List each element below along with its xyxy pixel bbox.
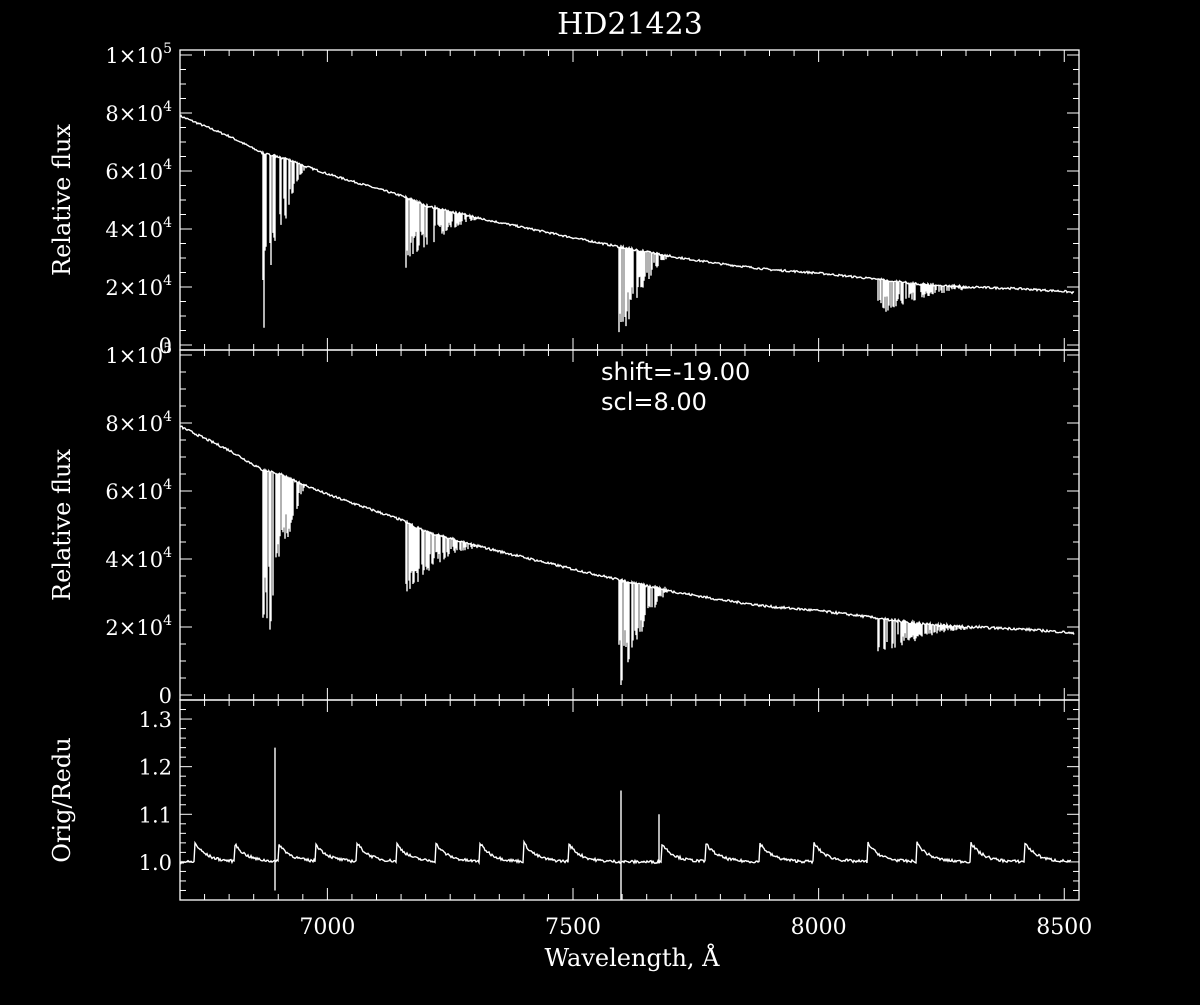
y-tick-label: 4×104 — [105, 215, 172, 242]
x-tick-label: 8000 — [791, 915, 847, 940]
annotation-0: shift=-19.00 — [601, 358, 750, 386]
panel-bottom: 7000 7500 8000 8500 1.0 1.1 1.2 1.3 Orig/Redu — [48, 699, 1092, 940]
y-tick-label: 2×104 — [105, 273, 172, 300]
spectrum-line-middle — [179, 425, 1075, 685]
spectrum-line-top — [179, 114, 1075, 333]
y-tick-label: 4×104 — [105, 545, 172, 572]
panel-top: 0 2×104 4×104 6×104 8×104 1×105 Relative flux — [48, 41, 1080, 358]
panel-frame-2 — [179, 699, 1080, 901]
panel-middle: 0 2×104 4×104 6×104 8×104 1×105 Relative flux s… — [48, 341, 1080, 708]
y-tick-label: 1.1 — [139, 803, 172, 827]
y-tick-label: 6×104 — [105, 477, 172, 504]
y-tick-label: 1.2 — [139, 756, 172, 780]
annotation-1: scl=8.00 — [601, 388, 707, 416]
y-axis-label: Relative flux — [48, 124, 76, 276]
y-tick-label: 0 — [159, 334, 172, 358]
y-tick-label: 1×105 — [105, 341, 172, 368]
y-tick-label: 0 — [159, 684, 172, 708]
y-tick-label: 6×104 — [105, 157, 172, 184]
y-tick-label: 2×104 — [105, 613, 172, 640]
x-axis-label: Wavelength, Å — [544, 943, 720, 972]
y-tick-label: 8×104 — [105, 99, 172, 126]
y-tick-label: 1×105 — [105, 41, 172, 68]
ratio-line — [179, 747, 1072, 900]
chart-title: HD21423 — [557, 7, 703, 42]
y-tick-label: 1.0 — [139, 851, 172, 875]
x-tick-label: 8500 — [1036, 915, 1092, 940]
y-axis-label: Relative flux — [48, 449, 76, 601]
y-tick-label: 1.3 — [139, 708, 172, 732]
y-axis-label: Orig/Redu — [48, 737, 76, 862]
y-tick-label: 8×104 — [105, 409, 172, 436]
x-tick-label: 7000 — [299, 915, 355, 940]
x-tick-label: 7500 — [545, 915, 601, 940]
